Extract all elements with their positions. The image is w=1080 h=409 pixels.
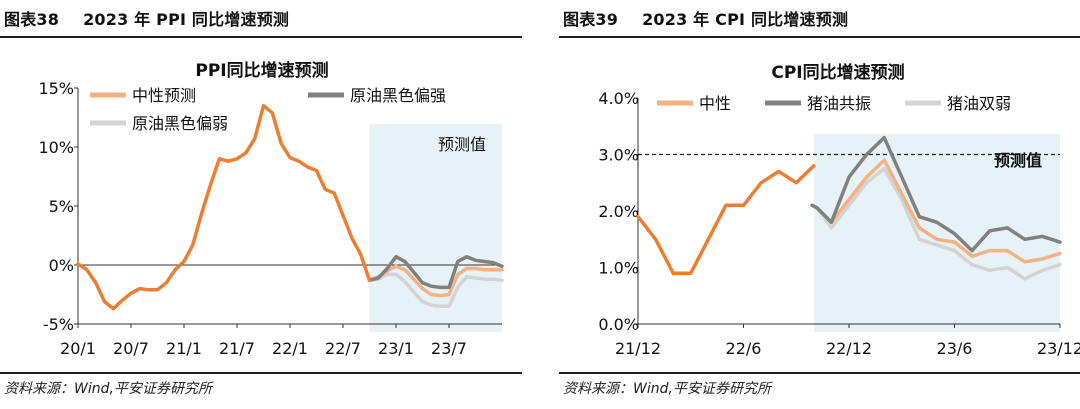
cpi-series-line xyxy=(810,166,1062,281)
ppi-y-tick-label: 15% xyxy=(38,79,74,98)
ppi-x-tick-label: 21/1 xyxy=(166,339,202,358)
ppi-x-tick-label: 20/7 xyxy=(113,339,149,358)
cpi-series-line xyxy=(810,158,1062,264)
ppi-series-line xyxy=(367,254,504,290)
ppi-figure-title: 2023 年 PPI 同比增速预测 xyxy=(83,10,290,29)
cpi-series-line xyxy=(810,135,1062,253)
cpi-figure-title: 2023 年 CPI 同比增速预测 xyxy=(642,10,849,29)
cpi-y-tick-label: 0.0% xyxy=(598,315,639,334)
cpi-x-tick-label: 22/6 xyxy=(726,339,762,358)
ppi-x-tick-label: 21/7 xyxy=(219,339,255,358)
ppi-x-tick-label: 23/7 xyxy=(431,339,467,358)
cpi-series-line xyxy=(636,164,816,275)
ppi-x-tick-label: 20/1 xyxy=(60,339,96,358)
cpi-legend-label: 猪油双弱 xyxy=(947,94,1011,113)
ppi-legend-label: 原油黑色偏弱 xyxy=(132,114,228,133)
cpi-top-rule xyxy=(559,36,1080,38)
ppi-legend-label: 原油黑色偏强 xyxy=(350,86,446,105)
cpi-panel: 图表39 2023 年 CPI 同比增速预测 0.0% 1.0% 2.0% 3.0% 4.… xyxy=(559,0,1080,409)
ppi-x-tick-label: 23/1 xyxy=(378,339,414,358)
cpi-y-tick-label: 2.0% xyxy=(598,202,639,221)
cpi-x-tick-label: 21/12 xyxy=(615,339,661,358)
cpi-bottom-rule xyxy=(559,372,1080,374)
ppi-chart: -5% 0% 5% 10% 15% 20/1 20/7 21/1 21/7 22/1 22/7 23/… xyxy=(38,60,504,358)
cpi-y-tick-label: 4.0% xyxy=(598,89,639,108)
ppi-source-note: 资料来源：Wind,平安证券研究所 xyxy=(4,381,212,397)
cpi-legend-label: 中性 xyxy=(699,94,731,113)
cpi-y-tick-label: 3.0% xyxy=(598,146,639,165)
ppi-x-tick-label: 22/7 xyxy=(325,339,361,358)
ppi-y-tick-label: 5% xyxy=(49,197,74,216)
cpi-legend-label: 猪油共振 xyxy=(807,94,871,113)
ppi-legend-label: 中性预测 xyxy=(132,86,196,105)
ppi-bottom-rule xyxy=(0,372,522,374)
ppi-y-tick-label: 10% xyxy=(38,138,74,157)
ppi-panel: 图表38 2023 年 PPI 同比增速预测 -5% 0% 5% 10% 15% 20/1 2… xyxy=(0,0,522,409)
cpi-source-note: 资料来源：Wind,平安证券研究所 xyxy=(563,381,771,397)
cpi-chart-title: CPI同比增速预测 xyxy=(771,62,904,83)
cpi-figure-number: 图表39 xyxy=(563,10,619,29)
cpi-y-tick-label: 1.0% xyxy=(598,259,639,278)
ppi-series-line xyxy=(76,103,372,311)
ppi-figure-number: 图表38 xyxy=(4,10,60,29)
ppi-forecast-region xyxy=(369,124,502,332)
ppi-chart-title: PPI同比增速预测 xyxy=(195,60,328,81)
ppi-figure-header: 图表38 2023 年 PPI 同比增速预测 xyxy=(4,6,289,30)
cpi-x-tick-label: 23/6 xyxy=(937,339,973,358)
ppi-series-line xyxy=(367,272,504,309)
cpi-figure-header: 图表39 2023 年 CPI 同比增速预测 xyxy=(563,6,848,30)
cpi-x-tick-label: 23/12 xyxy=(1037,339,1080,358)
ppi-forecast-label: 预测值 xyxy=(438,135,486,154)
ppi-x-tick-label: 22/1 xyxy=(272,339,308,358)
ppi-y-tick-label: -5% xyxy=(43,315,74,334)
ppi-series-line xyxy=(367,264,504,298)
ppi-y-tick-label: 0% xyxy=(49,256,74,275)
cpi-x-tick-label: 22/12 xyxy=(826,339,872,358)
cpi-forecast-label: 预测值 xyxy=(994,151,1042,170)
cpi-chart: 0.0% 1.0% 2.0% 3.0% 4.0% 21/12 22/6 22/12 23/6 23… xyxy=(598,62,1080,358)
ppi-top-rule xyxy=(0,36,522,38)
